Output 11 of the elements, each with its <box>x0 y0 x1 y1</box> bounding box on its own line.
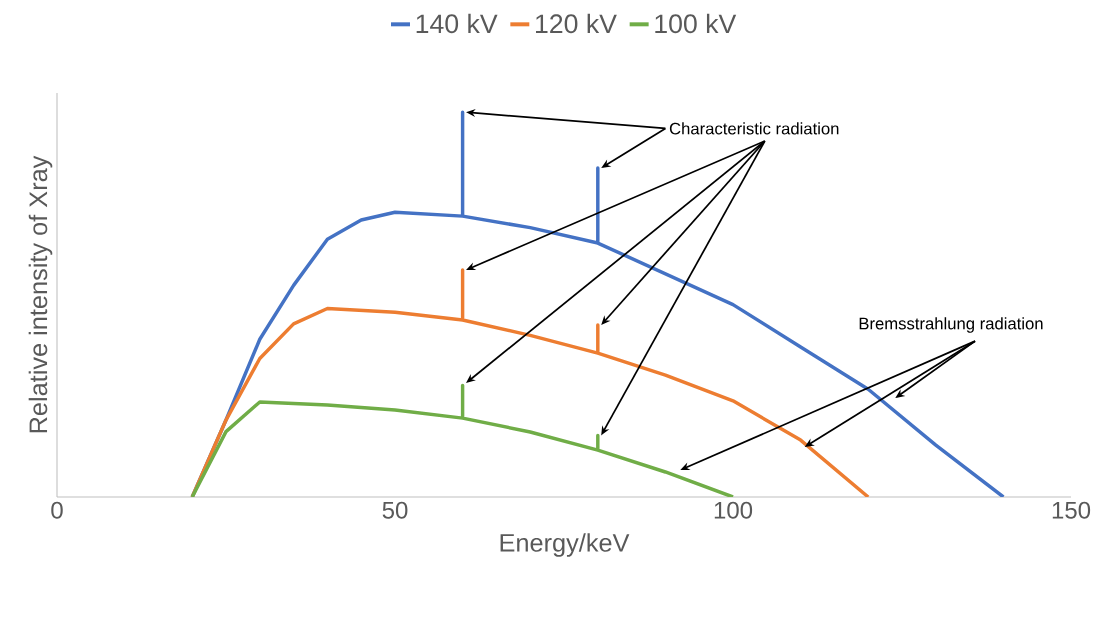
legend-label: 140 kV <box>416 13 498 34</box>
x-tick-label: 0 <box>51 501 63 519</box>
x-tick-label: 100 <box>714 501 753 519</box>
legend-label: 100 kV <box>655 13 737 34</box>
x-tick-label: 150 <box>1052 501 1091 519</box>
y-axis-title: Relative intensity of Xray <box>28 155 53 433</box>
annotation: Characteristic radiation <box>669 122 839 135</box>
x-axis-title: Energy/keV <box>500 533 630 557</box>
annotation: Bremsstrahlung radiation <box>859 317 1043 333</box>
x-tick-label: 50 <box>382 501 408 519</box>
legend-label: 120 kV <box>536 13 617 34</box>
